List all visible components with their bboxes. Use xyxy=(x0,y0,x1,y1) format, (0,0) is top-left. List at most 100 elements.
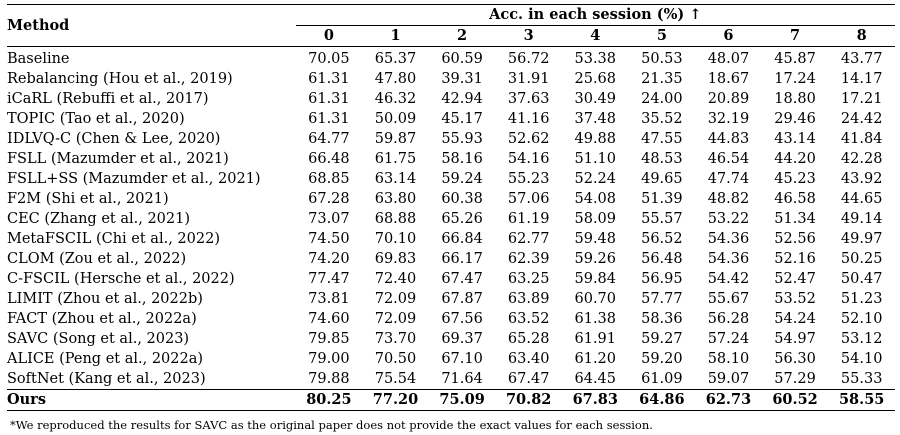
method-name: CLOM (Zou et al., 2022) xyxy=(7,251,187,267)
accuracy-cell-session-2: 65.26 xyxy=(441,211,483,227)
accuracy-cell-session-0: 61.31 xyxy=(308,111,350,127)
accuracy-cell-session-5: 59.20 xyxy=(641,351,683,367)
accuracy-cell-session-3: 37.63 xyxy=(507,91,550,107)
accuracy-cell-session-0: 77.47 xyxy=(308,271,350,287)
method-name: SAVC (Song et al., 2023) xyxy=(7,331,190,347)
table-row: IDLVQ-C (Chen & Lee, 2020) 64.77 59.87 55.9… xyxy=(7,129,895,149)
accuracy-cell-session-5: 56.52 xyxy=(641,231,683,247)
accuracy-cell-session-6: 46.54 xyxy=(707,151,750,167)
accuracy-cell-session-1: 70.10 xyxy=(374,231,417,247)
accuracy-cell-session-1: 65.37 xyxy=(362,46,429,69)
table-row: FSLL+SS (Mazumder et al., 2021) 68.85 63.1… xyxy=(7,169,895,189)
accuracy-cell-session-4: 59.26 xyxy=(574,251,617,267)
accuracy-cell-session-5: 58.36 xyxy=(641,311,683,327)
accuracy-cell-session-2: 67.10 xyxy=(441,351,483,367)
accuracy-cell-session-6: 62.73 xyxy=(695,389,762,411)
method-name: iCaRL (Rebuffi et al., 2017) xyxy=(7,91,209,107)
accuracy-cell-session-4: 60.70 xyxy=(574,291,617,307)
accuracy-cell-session-0: 79.00 xyxy=(308,351,350,367)
method-column-header: Method xyxy=(7,4,296,47)
accuracy-cell-session-3: 65.28 xyxy=(507,331,550,347)
accuracy-cell-session-5: 61.09 xyxy=(641,371,683,387)
accuracy-cell-session-5: 56.48 xyxy=(641,251,683,267)
session-header-1: 1 xyxy=(390,27,401,44)
accuracy-cell-session-6: 48.82 xyxy=(707,191,750,207)
accuracy-cell-session-4: 51.10 xyxy=(574,151,617,167)
accuracy-cell-session-2: 71.64 xyxy=(441,371,483,387)
method-name: Ours xyxy=(7,389,296,411)
table-row: FACT (Zhou et al., 2022a) 74.60 72.09 67.56… xyxy=(7,309,895,329)
method-name: IDLVQ-C (Chen & Lee, 2020) xyxy=(7,131,221,147)
accuracy-cell-session-3: 63.52 xyxy=(507,311,550,327)
accuracy-cell-session-8: 52.10 xyxy=(840,311,883,327)
accuracy-cell-session-3: 57.06 xyxy=(507,191,550,207)
accuracy-cell-session-5: 59.27 xyxy=(641,331,683,347)
accuracy-cell-session-1: 61.75 xyxy=(374,151,417,167)
accuracy-cell-session-6: 58.10 xyxy=(707,351,750,367)
footnote: *We reproduced the results for SAVC as t… xyxy=(10,418,653,432)
accuracy-cell-session-0: 73.07 xyxy=(308,211,350,227)
accuracy-cell-session-4: 61.91 xyxy=(574,331,617,347)
accuracy-cell-session-2: 60.59 xyxy=(428,46,496,69)
accuracy-cell-session-2: 58.16 xyxy=(441,151,483,167)
accuracy-cell-session-7: 57.29 xyxy=(774,371,816,387)
table-row: Rebalancing (Hou et al., 2019) 61.31 47.80… xyxy=(7,69,895,89)
session-header-3: 3 xyxy=(523,27,534,44)
accuracy-cell-session-2: 69.37 xyxy=(441,331,483,347)
accuracy-cell-session-8: 58.55 xyxy=(828,389,895,411)
accuracy-cell-session-2: 66.84 xyxy=(441,231,483,247)
accuracy-cell-session-5: 51.39 xyxy=(641,191,683,207)
accuracy-cell-session-4: 61.20 xyxy=(574,351,617,367)
session-header-6: 6 xyxy=(723,27,734,44)
accuracy-cell-session-7: 51.34 xyxy=(774,211,816,227)
accuracy-cell-session-1: 72.40 xyxy=(374,271,417,287)
table-row: Baseline 70.05 65.37 60.59 56.72 53.38 50.53 48… xyxy=(7,46,895,69)
accuracy-cell-session-0: 64.77 xyxy=(308,131,350,147)
accuracy-cell-session-7: 52.56 xyxy=(774,231,816,247)
method-name: FACT (Zhou et al., 2022a) xyxy=(7,311,197,327)
accuracy-cell-session-3: 67.47 xyxy=(507,371,550,387)
accuracy-cell-session-4: 49.88 xyxy=(574,131,617,147)
accuracy-cell-session-4: 37.48 xyxy=(574,111,617,127)
method-name: MetaFSCIL (Chi et al., 2022) xyxy=(7,231,220,247)
accuracy-cell-session-8: 51.23 xyxy=(840,291,883,307)
accuracy-cell-session-4: 64.45 xyxy=(574,371,617,387)
accuracy-cell-session-1: 63.14 xyxy=(374,171,417,187)
accuracy-cell-session-3: 62.77 xyxy=(507,231,550,247)
accuracy-cell-session-6: 47.74 xyxy=(707,171,750,187)
accuracy-cell-session-0: 61.31 xyxy=(308,91,350,107)
accuracy-cell-session-4: 53.38 xyxy=(561,46,629,69)
accuracy-cell-session-2: 55.93 xyxy=(441,131,483,147)
accuracy-cell-session-4: 59.84 xyxy=(574,271,617,287)
accuracy-cell-session-6: 59.07 xyxy=(707,371,750,387)
accuracy-cell-session-3: 55.23 xyxy=(507,171,550,187)
table-row: MetaFSCIL (Chi et al., 2022) 74.50 70.10 66… xyxy=(7,229,895,249)
accuracy-cell-session-5: 55.57 xyxy=(641,211,683,227)
accuracy-cell-session-1: 47.80 xyxy=(374,71,417,87)
accuracy-cell-session-1: 72.09 xyxy=(374,311,417,327)
method-name: CEC (Zhang et al., 2021) xyxy=(7,211,191,227)
method-name: Baseline xyxy=(7,46,296,69)
accuracy-cell-session-1: 50.09 xyxy=(374,111,417,127)
accuracy-cell-session-8: 17.21 xyxy=(840,91,883,107)
accuracy-cell-session-3: 63.89 xyxy=(507,291,550,307)
accuracy-cell-session-5: 48.53 xyxy=(641,151,683,167)
accuracy-cell-session-8: 54.10 xyxy=(840,351,883,367)
accuracy-cell-session-8: 49.14 xyxy=(840,211,883,227)
accuracy-cell-session-3: 31.91 xyxy=(507,71,550,87)
accuracy-cell-session-1: 59.87 xyxy=(374,131,417,147)
method-name: FSLL+SS (Mazumder et al., 2021) xyxy=(7,171,261,187)
accuracy-cell-session-4: 59.48 xyxy=(574,231,617,247)
accuracy-cell-session-7: 46.58 xyxy=(774,191,816,207)
accuracy-cell-session-2: 39.31 xyxy=(441,71,483,87)
accuracy-cell-session-1: 73.70 xyxy=(374,331,417,347)
accuracy-cell-session-2: 60.38 xyxy=(441,191,483,207)
accuracy-cell-session-0: 61.31 xyxy=(308,71,350,87)
accuracy-cell-session-3: 62.39 xyxy=(507,251,550,267)
accuracy-cell-session-6: 18.67 xyxy=(707,71,750,87)
accuracy-cell-session-6: 48.07 xyxy=(695,46,762,69)
accuracy-cell-session-1: 69.83 xyxy=(374,251,417,267)
session-header-4: 4 xyxy=(590,27,601,44)
accuracy-cell-session-6: 56.28 xyxy=(707,311,750,327)
